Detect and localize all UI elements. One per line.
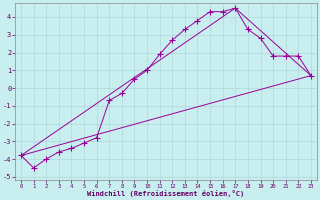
X-axis label: Windchill (Refroidissement éolien,°C): Windchill (Refroidissement éolien,°C)	[87, 190, 244, 197]
